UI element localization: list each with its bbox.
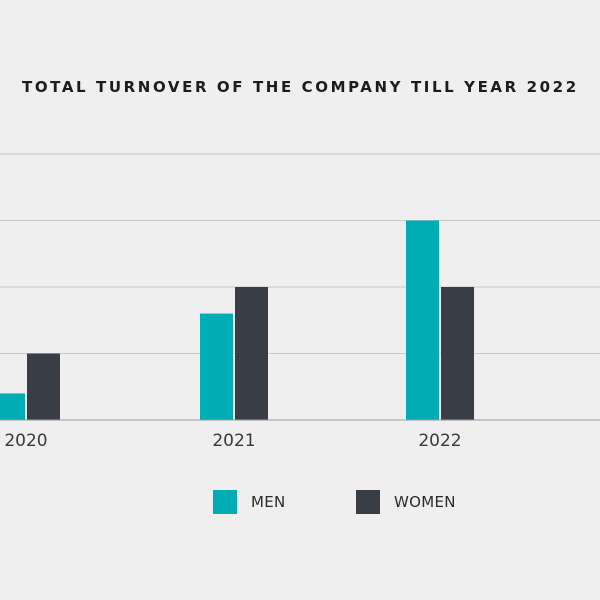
chart-title: TOTAL TURNOVER OF THE COMPANY TILL YEAR … xyxy=(22,78,579,96)
x-tick-label: 2022 xyxy=(418,431,461,451)
bar-women-2020 xyxy=(27,353,60,420)
x-tick-label: 2020 xyxy=(4,431,47,451)
legend-item-men: MEN xyxy=(213,490,286,514)
legend: MEN WOMEN xyxy=(0,490,600,516)
bar-men-2021 xyxy=(200,313,233,420)
x-axis: 2020 2021 2022 xyxy=(0,419,600,451)
bar-men-2022 xyxy=(406,220,439,420)
bar-men-2020 xyxy=(0,393,25,420)
legend-label-men: MEN xyxy=(251,493,286,511)
bar-women-2022 xyxy=(441,287,474,420)
x-tick-label: 2021 xyxy=(212,431,255,451)
legend-item-women: WOMEN xyxy=(356,490,456,514)
legend-swatch-women xyxy=(356,490,380,514)
legend-swatch-men xyxy=(213,490,237,514)
bar-women-2021 xyxy=(235,287,268,420)
bars xyxy=(0,220,474,420)
gridlines xyxy=(0,153,600,354)
legend-label-women: WOMEN xyxy=(394,493,456,511)
